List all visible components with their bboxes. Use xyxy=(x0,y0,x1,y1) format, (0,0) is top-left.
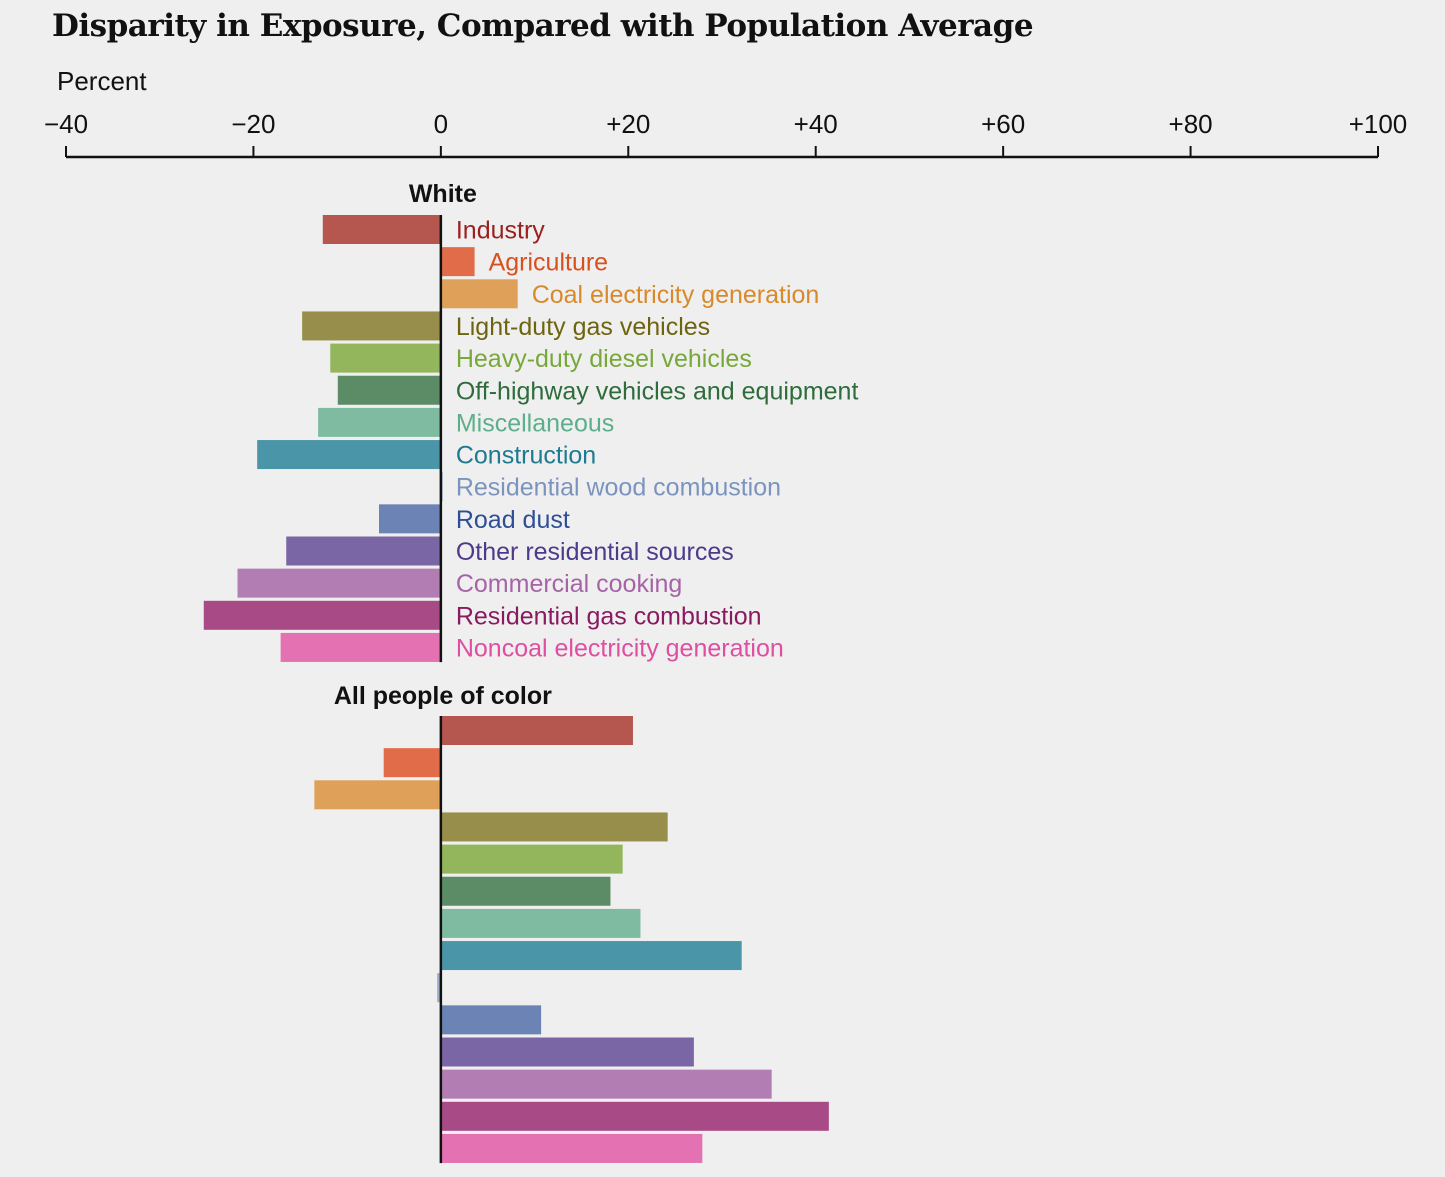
x-tick-label: −20 xyxy=(231,109,275,139)
bar xyxy=(286,536,441,566)
category-label: Road dust xyxy=(456,506,570,534)
bar xyxy=(379,504,441,534)
category-label: Residential wood combustion xyxy=(456,474,781,502)
group-label: All people of color xyxy=(334,682,552,710)
bar xyxy=(237,568,441,598)
category-label: Agriculture xyxy=(489,249,609,277)
category-label: Other residential sources xyxy=(456,538,734,566)
bar xyxy=(440,1101,829,1131)
bar xyxy=(440,844,623,874)
bar xyxy=(440,812,668,842)
bar xyxy=(437,973,441,1003)
bar xyxy=(330,343,441,373)
bar xyxy=(440,716,633,745)
category-label: Noncoal electricity generation xyxy=(456,634,784,662)
bar xyxy=(440,1069,772,1099)
category-label: Miscellaneous xyxy=(456,409,614,437)
bar xyxy=(440,247,475,277)
bar xyxy=(440,908,641,938)
bar xyxy=(257,440,441,470)
bar xyxy=(318,407,441,437)
category-label: Off-highway vehicles and equipment xyxy=(456,377,859,405)
x-tick-label: +60 xyxy=(981,109,1025,139)
bar xyxy=(337,375,441,405)
bar xyxy=(280,632,441,662)
category-label: Coal electricity generation xyxy=(532,281,820,309)
bar xyxy=(440,876,611,906)
x-tick-label: +80 xyxy=(1169,109,1213,139)
bar xyxy=(440,1133,703,1163)
bar xyxy=(203,600,441,630)
category-label: Industry xyxy=(456,217,545,245)
x-tick-label: +20 xyxy=(606,109,650,139)
category-label: Construction xyxy=(456,442,596,470)
x-tick-label: 0 xyxy=(434,109,448,139)
group-label: White xyxy=(409,180,477,208)
category-label: Residential gas combustion xyxy=(456,602,762,630)
chart-title: Disparity in Exposure, Compared with Pop… xyxy=(52,8,1034,44)
x-tick-label: −40 xyxy=(44,109,88,139)
bar xyxy=(314,780,441,810)
x-axis-unit-label: Percent xyxy=(57,66,147,96)
bar xyxy=(440,1005,542,1035)
bar xyxy=(383,748,441,778)
x-tick-label: +40 xyxy=(794,109,838,139)
x-tick-label: +100 xyxy=(1349,109,1408,139)
category-label: Light-duty gas vehicles xyxy=(456,313,710,341)
bar xyxy=(440,1037,694,1067)
category-label: Heavy-duty diesel vehicles xyxy=(456,345,752,373)
bar xyxy=(322,215,441,244)
bar xyxy=(440,279,518,309)
bar xyxy=(302,311,441,341)
category-label: Commercial cooking xyxy=(456,570,682,598)
bar xyxy=(440,941,742,971)
